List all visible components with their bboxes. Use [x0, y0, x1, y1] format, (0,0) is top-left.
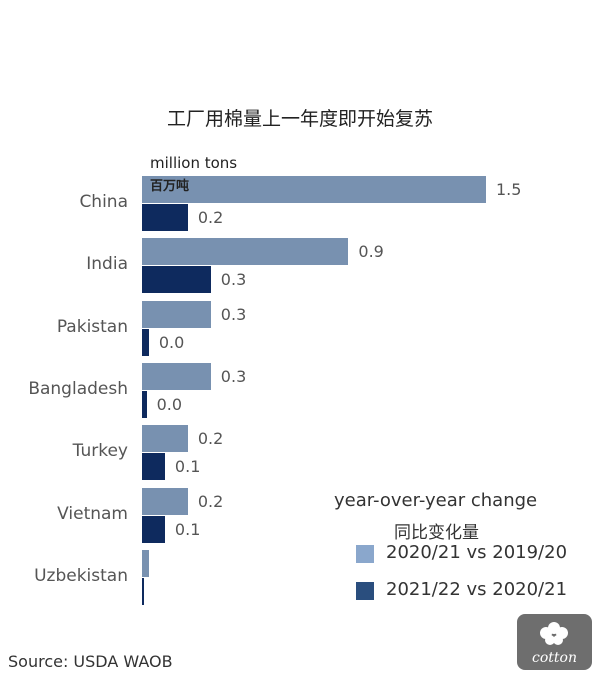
bar-china-series-1	[142, 176, 486, 203]
legend-entry-series-1: 2020/21 vs 2019/20	[386, 542, 568, 563]
bar-pakistan-series-1	[142, 300, 211, 328]
value-label-pakistan-series-1: 0.3	[220, 304, 247, 324]
category-label-china: China	[79, 192, 128, 212]
bar-uzbekistan-series-2	[142, 577, 145, 605]
value-label-turkey-series-2: 0.1	[174, 457, 201, 477]
source-note: Source: USDA WAOB	[8, 652, 173, 671]
bar-india-series-1	[142, 238, 349, 266]
unit-label-cn: 百万吨	[150, 179, 190, 194]
value-label-pakistan-series-2: 0.0	[158, 332, 185, 352]
cotton-boll-icon	[540, 622, 568, 645]
bar-pakistan-series-2	[142, 328, 149, 356]
legend-title-cn: 同比变化量	[394, 523, 479, 543]
value-label-india-series-2: 0.3	[220, 270, 247, 290]
bar-uzbekistan-series-1	[142, 549, 149, 577]
category-label-turkey: Turkey	[72, 441, 128, 462]
legend-title: year-over-year change	[334, 490, 538, 511]
category-label-bangladesh: Bangladesh	[28, 378, 128, 399]
value-label-vietnam-series-2: 0.1	[174, 519, 201, 539]
legend-swatch-series-1	[356, 545, 374, 563]
bar-bangladesh-series-2	[142, 390, 147, 418]
bar-india-series-2	[142, 266, 211, 294]
legend-swatch-series-2	[356, 582, 374, 600]
bar-turkey-series-2	[142, 453, 165, 481]
value-label-bangladesh-series-1: 0.3	[220, 366, 247, 386]
bar-vietnam-series-2	[142, 515, 165, 543]
bar-china-series-2	[142, 204, 188, 231]
unit-label: million tons	[150, 154, 238, 172]
cotton-logo: cotton	[517, 614, 592, 670]
value-label-bangladesh-series-2: 0.0	[156, 394, 183, 414]
chart-title: 工厂用棉量上一年度即开始复苏	[166, 108, 433, 130]
bar-bangladesh-series-1	[142, 362, 211, 390]
logo-text: cotton	[532, 650, 577, 666]
value-label-india-series-1: 0.9	[358, 242, 384, 262]
category-label-india: India	[86, 254, 128, 275]
bar-turkey-series-1	[142, 425, 188, 453]
bar-vietnam-series-1	[142, 487, 188, 515]
value-label-vietnam-series-1: 0.2	[197, 491, 224, 511]
category-label-pakistan: Pakistan	[56, 316, 128, 337]
legend-entry-series-2: 2021/22 vs 2020/21	[386, 579, 568, 600]
category-label-vietnam: Vietnam	[57, 503, 128, 524]
value-label-china-series-2: 0.2	[197, 208, 224, 227]
category-label-uzbekistan: Uzbekistan	[34, 565, 128, 586]
value-label-china-series-1: 1.5	[496, 180, 522, 199]
value-label-turkey-series-1: 0.2	[197, 429, 224, 449]
